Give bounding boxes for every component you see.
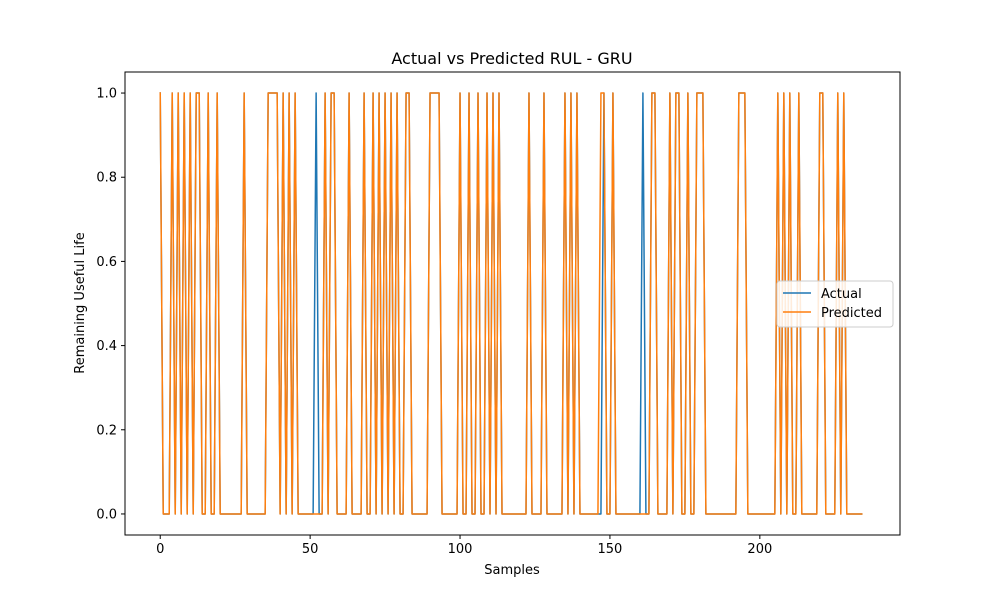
x-tick-label: 100 xyxy=(448,542,473,557)
series-line-predicted xyxy=(159,92,863,515)
legend: Actual Predicted xyxy=(776,280,894,328)
y-axis-label: Remaining Useful Life xyxy=(73,232,88,373)
y-tick-label: 0.8 xyxy=(96,171,117,186)
legend-label-predicted: Predicted xyxy=(821,306,882,321)
series-layer xyxy=(159,92,863,515)
chart-title: Actual vs Predicted RUL - GRU xyxy=(391,49,632,68)
y-tick-label: 1.0 xyxy=(96,87,117,102)
axes-layer: 0 50 100 150 200 0.0 0.2 0.4 0.6 0.8 1.0 xyxy=(96,71,901,557)
x-tick-label: 200 xyxy=(747,542,772,557)
x-tick-label: 50 xyxy=(302,542,319,557)
y-tick-label: 0.0 xyxy=(96,507,117,522)
y-tick-label: 0.6 xyxy=(96,255,117,270)
y-tick-label: 0.4 xyxy=(96,339,117,354)
x-tick-label: 0 xyxy=(156,542,164,557)
x-tick-label: 150 xyxy=(598,542,623,557)
legend-label-actual: Actual xyxy=(821,287,862,302)
plot-frame xyxy=(124,71,901,536)
x-axis-label: Samples xyxy=(484,563,540,578)
y-tick-label: 0.2 xyxy=(96,423,117,438)
